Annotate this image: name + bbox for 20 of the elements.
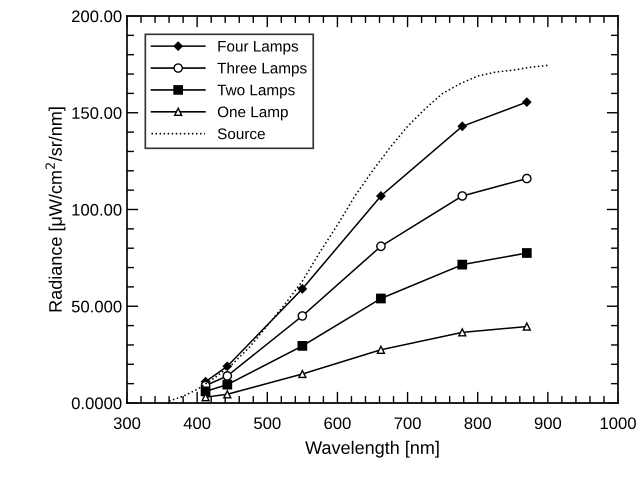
x-tick-label: 600 [324,417,351,430]
x-tick-label: 900 [534,417,562,430]
x-tick-label: 300 [114,417,140,430]
legend-label: Source [218,128,265,140]
x-tick-label: 400 [184,417,210,430]
x-tick-label: 1000 [600,417,636,430]
legend-label: Three Lamps [217,62,307,77]
legend-label: Four Lamps [218,41,298,55]
y-tick-label: 200.00 [72,10,122,22]
legend-label: One Lamp [218,106,288,120]
y-tick-label: 0.0000 [72,397,122,410]
y-axis-title: Radiance [μW/cm$^{2}$/sr/nm] [45,107,66,312]
y-tick-label: 100.00 [72,204,122,216]
x-tick-label: 500 [254,417,281,430]
x-tick-label: 700 [394,417,421,430]
y-tick-label: 150.00 [72,107,122,119]
x-axis-title: Wavelength [nm] [305,440,439,458]
y-tick-label: 50.000 [72,300,122,312]
legend-label: Two Lamps [217,84,295,98]
x-tick-label: 800 [464,417,491,430]
